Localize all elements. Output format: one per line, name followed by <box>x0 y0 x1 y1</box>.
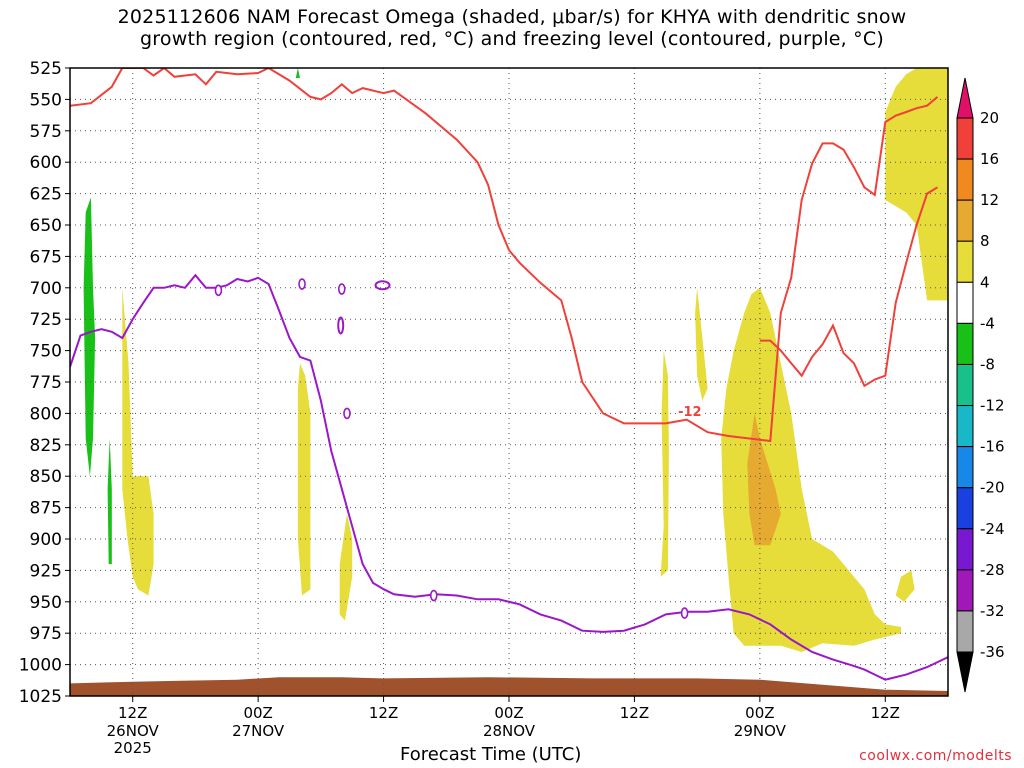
freezing-level-ring <box>298 278 306 290</box>
colorbar-label: -8 <box>980 355 995 373</box>
y-tick-label: 1000 <box>19 656 62 676</box>
colorbar-label: -24 <box>980 520 1005 538</box>
y-tick-label: 825 <box>30 436 62 456</box>
omega-pos-region <box>297 363 311 596</box>
omega-strong-region <box>747 413 781 546</box>
y-tick-label: 875 <box>30 499 62 519</box>
omega-neg-region <box>107 438 112 565</box>
freezing-level-ring <box>337 316 345 335</box>
colorbar-label: 8 <box>980 232 990 250</box>
y-tick-label: 900 <box>30 530 62 550</box>
freezing-level-line <box>70 273 948 681</box>
axes: 525 550 575 600 625 650 675 700 725 750 775 800 825 8… <box>19 59 949 757</box>
y-tick-label: 650 <box>30 216 62 236</box>
freezing-level-ring <box>374 280 391 291</box>
omega-neg-region <box>83 197 96 477</box>
colorbar-segment <box>956 610 974 653</box>
y-tick-label: 925 <box>30 561 62 581</box>
freezing-level-ring <box>337 283 346 295</box>
x-tick-label: 12Z <box>620 704 649 722</box>
y-tick-label: 950 <box>30 593 62 613</box>
chart-title: 2025112606 NAM Forecast Omega (shaded, μ… <box>0 6 1024 50</box>
colorbar-segment <box>956 446 974 489</box>
colorbar-label: -32 <box>980 602 1005 620</box>
y-tick-label: 750 <box>30 342 62 362</box>
y-tick-label: 800 <box>30 404 62 424</box>
freezing-level-ring <box>429 589 438 602</box>
colorbar-segment <box>956 199 974 242</box>
omega-pos-region <box>721 287 901 652</box>
colorbar-label: -12 <box>980 397 1005 415</box>
omega-neg-region <box>295 68 300 78</box>
x-tick-label: 12Z <box>118 704 147 722</box>
omega-shading <box>70 68 948 696</box>
x-axis-title: Forecast Time (UTC) <box>400 744 582 765</box>
x-tick-label: 12Z <box>871 704 900 722</box>
y-tick-label: 550 <box>30 90 62 110</box>
y-tick-label: 575 <box>30 122 62 142</box>
colorbar-label: -28 <box>980 561 1005 579</box>
omega-pos-region <box>122 287 154 596</box>
colorbar-top-arrow <box>956 77 974 119</box>
colorbar-label: 20 <box>980 109 999 127</box>
dgz-contour-line <box>70 68 939 443</box>
colorbar-segment <box>956 363 974 407</box>
colorbar-label: -20 <box>980 479 1005 497</box>
y-tick-label: 850 <box>30 467 62 487</box>
dgz-contour-label: -12 <box>678 405 702 420</box>
y-tick-label: 625 <box>30 185 62 205</box>
colorbar-segment <box>956 158 974 201</box>
freezing-level-ring <box>214 284 223 297</box>
y-tick-label: 775 <box>30 373 62 393</box>
freezing-level-ring <box>343 407 351 420</box>
colorbar-segment <box>956 405 974 448</box>
y-tick-label: 700 <box>30 279 62 299</box>
omega-pos-region <box>339 513 353 621</box>
x-date-label: 26NOV <box>107 722 160 740</box>
y-tick-label: 675 <box>30 247 62 267</box>
omega-pos-region <box>885 68 948 665</box>
x-date-label: 28NOV <box>483 722 536 740</box>
y-tick-label: 1025 <box>19 687 62 707</box>
y-tick-label: 525 <box>30 59 62 79</box>
x-tick-label: 12Z <box>369 704 398 722</box>
colorbar-label: 4 <box>980 273 990 291</box>
y-tick-label: 600 <box>30 153 62 173</box>
x-tick-label: 00Z <box>494 704 523 722</box>
x-year-label: 2025 <box>114 739 152 757</box>
colorbar-segment <box>956 240 974 283</box>
credit-text: coolwx.com/modelts <box>859 748 1012 764</box>
colorbar-bottom-arrow <box>956 651 974 693</box>
y-tick-label: 975 <box>30 624 62 644</box>
colorbar-label: 16 <box>980 150 999 168</box>
freezing-level-ring <box>680 607 689 619</box>
contours: -12 <box>70 68 948 681</box>
colorbar-label: -36 <box>980 643 1005 661</box>
x-tick-label: 00Z <box>745 704 774 722</box>
x-date-label: 27NOV <box>232 722 285 740</box>
colorbar-segment <box>956 322 974 365</box>
omega-pos-region <box>895 570 915 602</box>
colorbar-segment <box>956 281 974 324</box>
colorbar-segment <box>956 528 974 571</box>
y-tick-label: 725 <box>30 310 62 330</box>
dgz-contour-line <box>759 186 939 388</box>
colorbar-segment <box>956 569 974 612</box>
colorbar: 20 16 12 8 4 -4 -8 -12 -16 -20 -24 -28 -32 -36 <box>956 77 1005 693</box>
ground-surface <box>70 677 948 696</box>
x-tick-label: 00Z <box>243 704 272 722</box>
colorbar-segment <box>956 487 974 530</box>
title-line-2: growth region (contoured, red, °C) and f… <box>140 28 884 50</box>
title-line-1: 2025112606 NAM Forecast Omega (shaded, μ… <box>117 6 907 28</box>
colorbar-label: 12 <box>980 191 999 209</box>
colorbar-label: -16 <box>980 438 1005 456</box>
colorbar-label: -4 <box>980 314 995 332</box>
omega-pos-region <box>660 350 669 577</box>
omega-pos-region <box>695 287 708 401</box>
colorbar-segment <box>956 117 974 160</box>
x-date-label: 29NOV <box>734 722 787 740</box>
